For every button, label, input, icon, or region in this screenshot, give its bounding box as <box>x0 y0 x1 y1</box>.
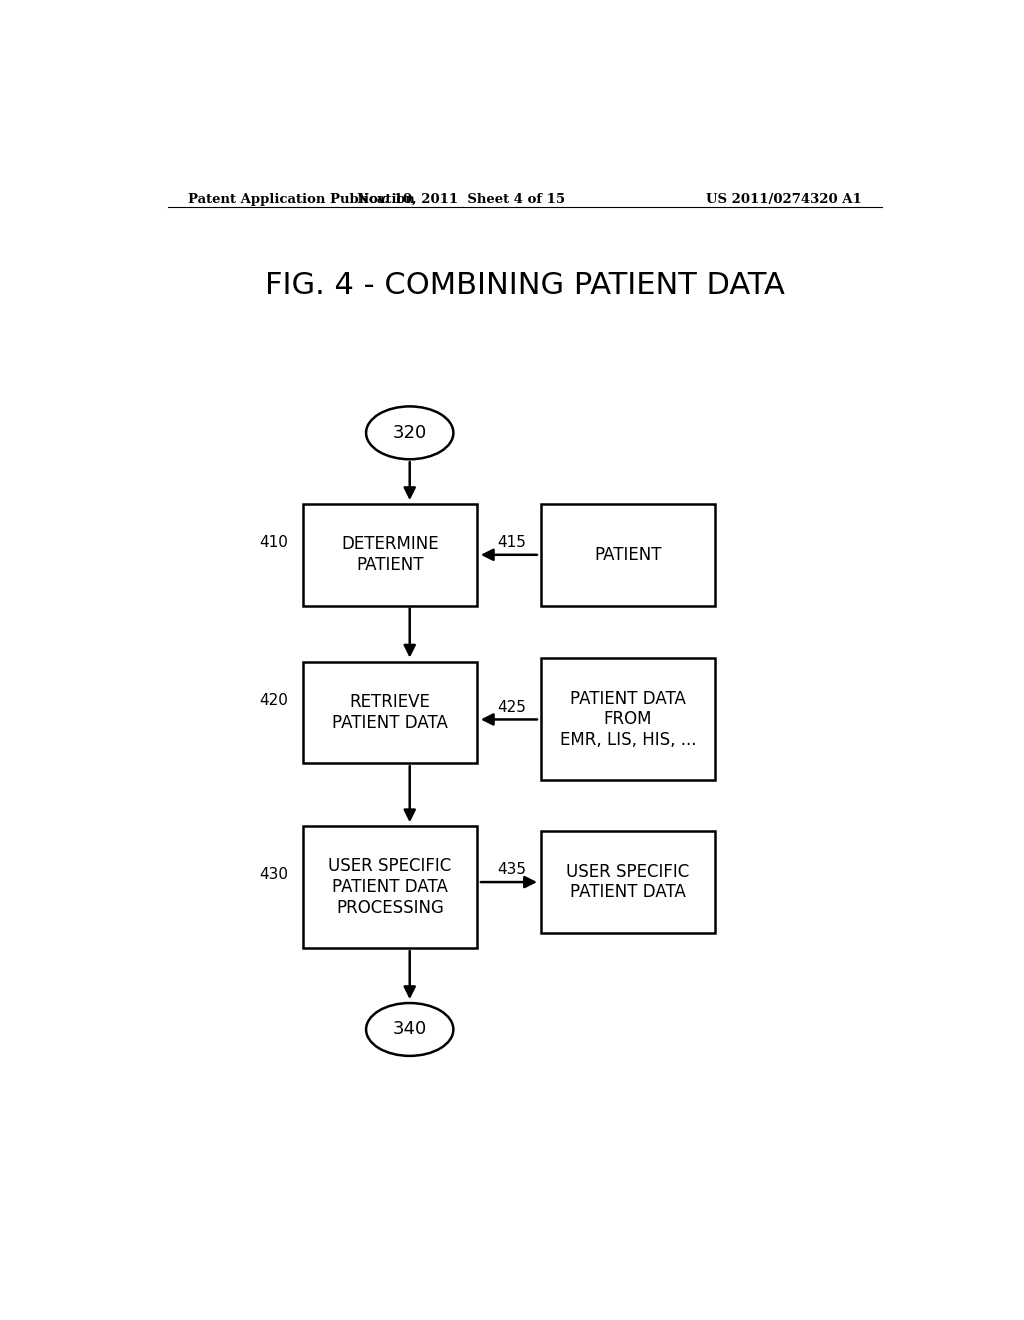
Text: DETERMINE
PATIENT: DETERMINE PATIENT <box>341 536 438 574</box>
Text: 425: 425 <box>498 700 526 714</box>
Text: RETRIEVE
PATIENT DATA: RETRIEVE PATIENT DATA <box>332 693 447 731</box>
Text: 320: 320 <box>392 424 427 442</box>
Text: PATIENT DATA
FROM
EMR, LIS, HIS, ...: PATIENT DATA FROM EMR, LIS, HIS, ... <box>560 689 696 750</box>
Text: PATIENT: PATIENT <box>594 545 662 564</box>
Text: 430: 430 <box>259 867 289 883</box>
Text: 410: 410 <box>259 535 289 550</box>
Text: US 2011/0274320 A1: US 2011/0274320 A1 <box>707 193 862 206</box>
Text: 415: 415 <box>498 535 526 550</box>
Text: USER SPECIFIC
PATIENT DATA
PROCESSING: USER SPECIFIC PATIENT DATA PROCESSING <box>329 858 452 917</box>
Text: FIG. 4 - COMBINING PATIENT DATA: FIG. 4 - COMBINING PATIENT DATA <box>265 271 784 300</box>
Text: Patent Application Publication: Patent Application Publication <box>187 193 415 206</box>
Text: Nov. 10, 2011  Sheet 4 of 15: Nov. 10, 2011 Sheet 4 of 15 <box>357 193 565 206</box>
Text: 435: 435 <box>498 862 526 878</box>
Text: 340: 340 <box>392 1020 427 1039</box>
Text: 420: 420 <box>259 693 289 708</box>
Text: USER SPECIFIC
PATIENT DATA: USER SPECIFIC PATIENT DATA <box>566 863 689 902</box>
